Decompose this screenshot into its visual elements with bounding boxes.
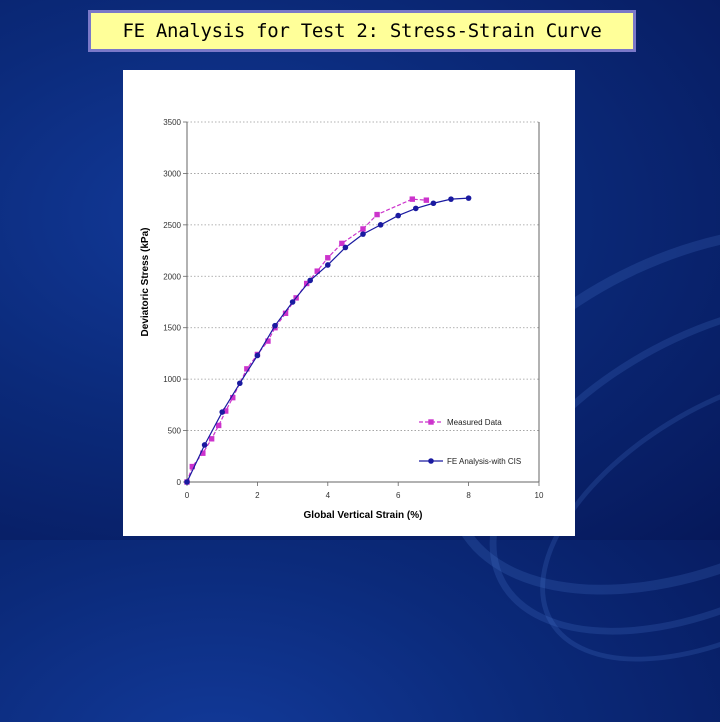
data-point-fe [395, 212, 402, 219]
data-point-measured [244, 366, 250, 372]
data-point-fe [377, 222, 384, 228]
data-point-fe [184, 479, 190, 485]
data-point-measured [208, 436, 215, 442]
legend-marker [428, 419, 434, 425]
stress-strain-chart: 0 500 1000 1500 2000 2500 3000 3500 0 2 4 6 8 10 Dev… [140, 118, 544, 521]
x-tick-label: 0 [185, 491, 190, 500]
y-tick-label: 3000 [163, 169, 181, 178]
data-point-fe [448, 196, 454, 202]
y-axis-label: Deviatoric Stress (kPa) [140, 228, 151, 337]
chart-series [184, 195, 472, 485]
data-point-measured [339, 240, 345, 247]
data-point-measured [303, 280, 310, 287]
y-tick-label: 1000 [163, 375, 181, 384]
legend-label: Measured Data [447, 418, 502, 427]
data-point-measured [215, 422, 222, 429]
y-tick-label: 3500 [163, 118, 181, 127]
data-point-fe [237, 380, 243, 387]
data-point-fe [430, 200, 437, 207]
y-axis-ticks: 0 500 1000 1500 2000 2500 3000 3500 [163, 118, 187, 487]
data-point-fe [201, 442, 208, 448]
y-tick-label: 2500 [163, 221, 181, 230]
y-tick-label: 500 [168, 427, 182, 436]
x-axis-label: Global Vertical Strain (%) [304, 510, 423, 521]
data-point-fe [254, 352, 261, 359]
x-axis-ticks: 0 2 4 6 8 10 [185, 482, 544, 500]
data-point-fe [289, 299, 296, 305]
data-point-fe [413, 205, 419, 212]
data-point-fe [360, 231, 366, 237]
data-point-measured [325, 255, 331, 261]
legend-marker [428, 458, 434, 464]
data-point-fe [272, 322, 278, 329]
data-point-measured [409, 196, 415, 202]
x-tick-label: 2 [255, 491, 260, 500]
data-point-measured [374, 211, 380, 218]
y-tick-label: 1500 [163, 324, 181, 333]
chart-gridlines [187, 121, 539, 431]
slide-title: FE Analysis for Test 2: Stress-Strain Cu… [122, 20, 602, 42]
data-point-measured [230, 394, 236, 401]
y-tick-label: 2000 [163, 272, 181, 281]
data-point-fe [465, 195, 472, 201]
data-point-fe [325, 262, 331, 268]
data-point-measured [314, 268, 320, 274]
data-point-measured [360, 226, 366, 232]
data-point-fe [307, 277, 313, 284]
chart-legend: Measured Data FE Analysis-with CIS [419, 418, 521, 466]
data-point-fe [342, 244, 349, 251]
series-line [186, 197, 469, 483]
x-tick-label: 8 [466, 491, 471, 500]
data-point-measured [200, 450, 206, 456]
x-tick-label: 4 [326, 491, 331, 500]
data-point-measured [282, 310, 289, 317]
y-tick-label: 0 [177, 478, 182, 487]
data-point-measured [189, 463, 195, 470]
data-point-fe [219, 409, 225, 415]
x-tick-label: 10 [535, 491, 544, 500]
series-line [186, 198, 427, 483]
slide-title-box: FE Analysis for Test 2: Stress-Strain Cu… [88, 10, 636, 52]
data-point-measured [265, 338, 271, 344]
chart-axes [186, 122, 540, 483]
legend-label: FE Analysis-with CIS [447, 457, 521, 466]
data-point-measured [423, 197, 430, 203]
data-point-measured [223, 408, 229, 414]
chart-panel: 0 500 1000 1500 2000 2500 3000 3500 0 2 4 6 8 10 Dev… [123, 70, 575, 536]
x-tick-label: 6 [396, 491, 401, 500]
